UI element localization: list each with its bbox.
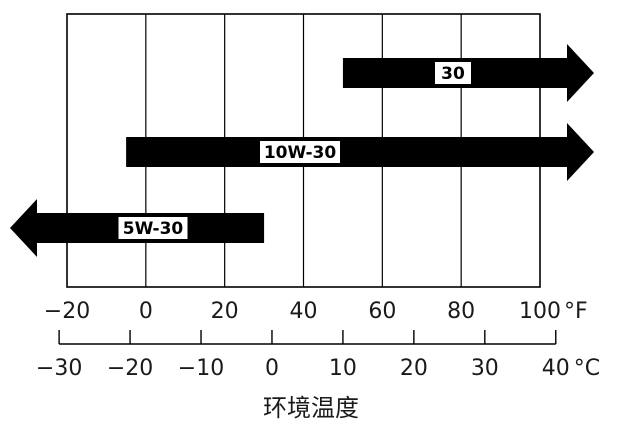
fahrenheit-tick-label: 100 (519, 299, 561, 324)
bar-10w-30: 10W-30 (126, 123, 594, 181)
celsius-tick-label: −30 (36, 356, 82, 381)
bar-label: 5W-30 (123, 219, 184, 239)
celsius-tick-label: −20 (107, 356, 153, 381)
bar-label: 30 (441, 64, 465, 84)
bar-30: 30 (342, 44, 594, 102)
fahrenheit-tick-label: 60 (368, 299, 396, 324)
bar-label-box (260, 141, 340, 163)
viscosity-bars: 30 10W-30 5W-30 (10, 44, 594, 257)
celsius-tick-label: 10 (329, 356, 357, 381)
fahrenheit-unit: °F (564, 299, 588, 324)
fahrenheit-tick-label: 20 (211, 299, 239, 324)
fahrenheit-tick-label: 0 (139, 299, 153, 324)
x-axis-label: 环境温度 (263, 394, 359, 422)
fahrenheit-tick-label: 80 (447, 299, 475, 324)
celsius-tick-label: 0 (265, 356, 279, 381)
bar-label-box (435, 62, 471, 84)
bar-shape (126, 123, 594, 181)
fahrenheit-tick-label: −20 (44, 299, 90, 324)
fahrenheit-tick-label: 40 (290, 299, 318, 324)
celsius-tick-label: −10 (178, 356, 224, 381)
bar-label-box (118, 217, 188, 239)
celsius-tick-label: 20 (400, 356, 428, 381)
celsius-unit: °C (574, 356, 600, 381)
celsius-tick-label: 40 (542, 356, 570, 381)
celsius-tick-label: 30 (471, 356, 499, 381)
temperature-axes: −20 0 20 40 60 80 100 °F−30 −20 −10 0 10 20 30 40 °C (36, 299, 600, 381)
bar-label: 10W-30 (264, 143, 337, 163)
bar-5w-30: 5W-30 (10, 199, 265, 257)
